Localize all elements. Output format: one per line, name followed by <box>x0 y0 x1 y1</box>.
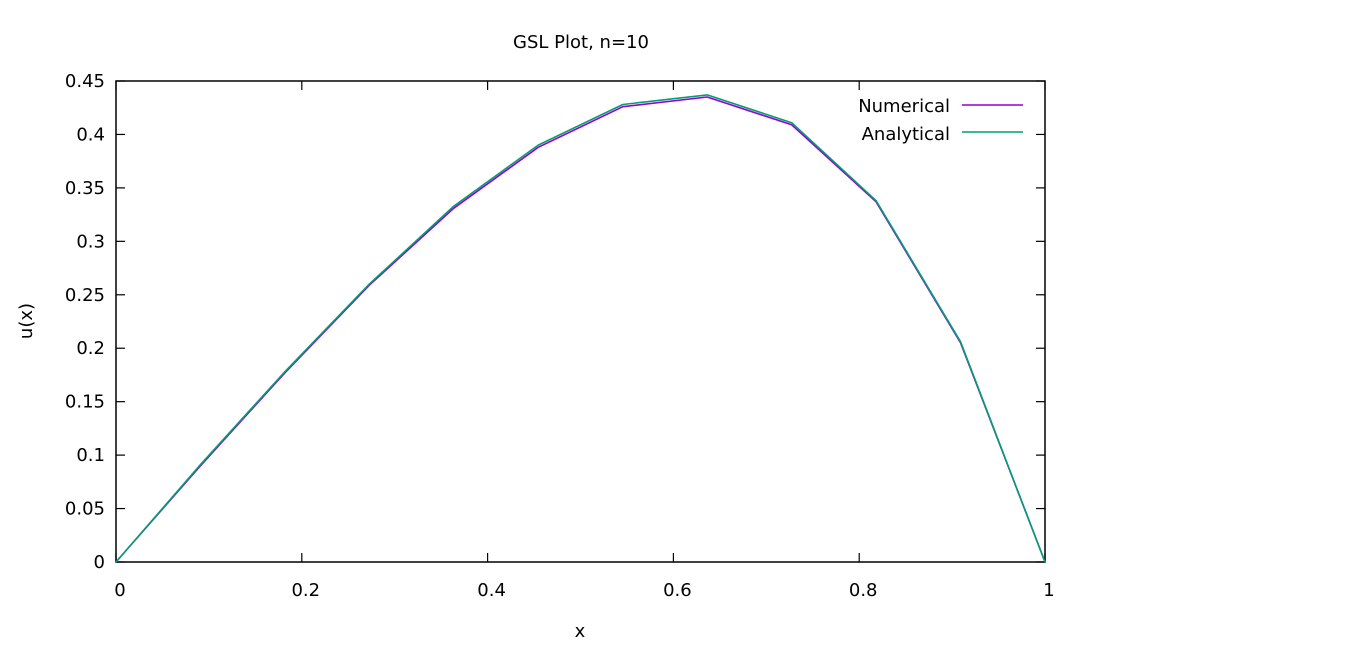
x-tick-label: 0.4 <box>477 580 506 601</box>
x-tick-label: 1 <box>1043 580 1054 601</box>
series-lines <box>115 94 1046 563</box>
chart-title: GSL Plot, n=10 <box>513 32 649 53</box>
y-tick-label: 0.45 <box>65 71 105 92</box>
x-axis-ticks: 0 0.2 0.4 0.6 0.8 1 <box>114 81 1055 601</box>
y-tick-label: 0.1 <box>76 445 105 466</box>
y-tick-label: 0.05 <box>65 499 105 520</box>
x-tick-label: 0.2 <box>291 580 320 601</box>
legend-label-analytical: Analytical <box>862 124 950 145</box>
legend: Numerical Analytical <box>858 96 1023 145</box>
y-axis-label: u(x) <box>16 303 37 339</box>
y-tick-label: 0 <box>94 552 105 573</box>
y-tick-label: 0.2 <box>76 338 105 359</box>
x-tick-label: 0.8 <box>849 580 878 601</box>
y-tick-label: 0.35 <box>65 178 105 199</box>
series-line-numerical <box>115 96 1046 563</box>
y-axis-ticks: 0 0.05 0.1 0.15 0.2 0.25 0.3 0.35 0.4 0.45 <box>65 71 1045 573</box>
x-tick-label: 0 <box>114 580 125 601</box>
y-tick-label: 0.25 <box>65 285 105 306</box>
x-tick-label: 0.6 <box>663 580 692 601</box>
series-line-analytical <box>115 94 1046 563</box>
y-tick-label: 0.3 <box>76 231 105 252</box>
x-axis-label: x <box>575 621 586 642</box>
legend-label-numerical: Numerical <box>858 96 950 117</box>
y-tick-label: 0.15 <box>65 392 105 413</box>
y-tick-label: 0.4 <box>76 124 105 145</box>
plot-frame <box>115 80 1046 563</box>
